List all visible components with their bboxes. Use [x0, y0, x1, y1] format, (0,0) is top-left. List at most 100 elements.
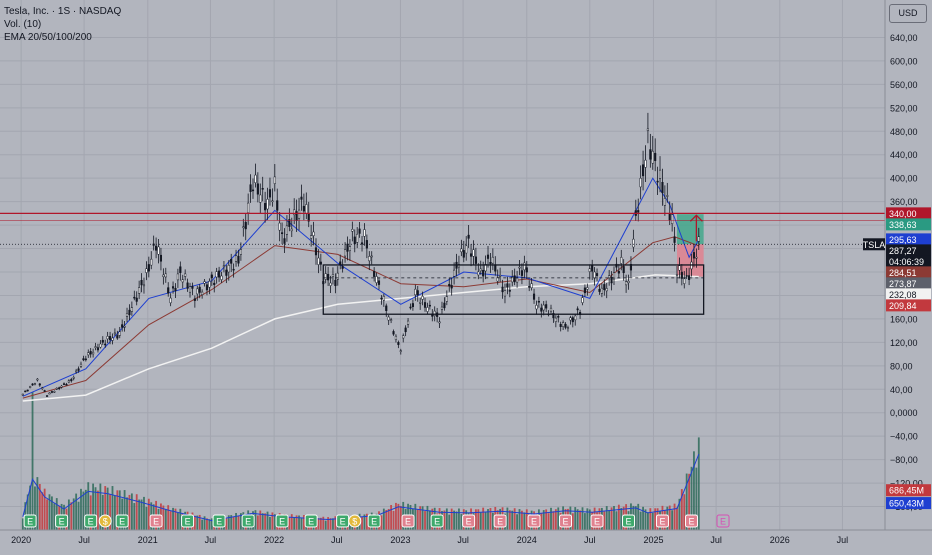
volume-bar: [210, 518, 213, 530]
volume-bar: [424, 511, 426, 530]
volume-bar: [147, 498, 150, 530]
volume-bar: [676, 507, 678, 530]
volume-bar: [135, 494, 138, 530]
ticker-badge-bg: [863, 238, 885, 251]
volume-bar: [259, 510, 262, 530]
candle-body: [557, 316, 560, 318]
candle-body: [666, 195, 669, 197]
event-badges[interactable]: E E E E E E E E E E E E E E E E E E E E E E E $ $: [23, 514, 730, 528]
x-tick-label: 2024: [517, 535, 537, 545]
candle-body: [205, 284, 209, 291]
currency-button[interactable]: USD: [889, 4, 927, 23]
candle-body: [46, 395, 49, 397]
candle-body: [404, 327, 407, 333]
x-tick-label: 2025: [643, 535, 663, 545]
drawings[interactable]: [0, 212, 885, 315]
candle-body: [428, 304, 431, 307]
candle-body: [227, 265, 230, 273]
grid: [0, 0, 885, 530]
earnings-badge-letter: E: [27, 517, 33, 527]
volume-bar: [525, 509, 528, 530]
candle-body: [193, 298, 196, 301]
candle-body: [21, 393, 24, 396]
candle-body: [353, 236, 356, 245]
candle-body: [38, 383, 41, 386]
candle-body: [406, 320, 410, 325]
candle-body: [450, 285, 453, 289]
volume-bar: [118, 490, 121, 530]
volume-bar: [38, 483, 41, 530]
candle-body: [523, 262, 526, 271]
ema-legend[interactable]: EMA 20/50/100/200: [4, 32, 92, 43]
candle-body: [479, 268, 482, 272]
candle-body: [118, 331, 121, 336]
candle-body: [387, 316, 390, 321]
x-tick-label: Jul: [205, 535, 217, 545]
volume-bar: [26, 494, 29, 530]
volume-legend[interactable]: Vol. (10): [4, 19, 42, 30]
candle-body: [368, 256, 371, 262]
volume-bar: [542, 510, 545, 530]
candle-body: [203, 281, 206, 284]
price-label: 287,27: [889, 246, 917, 256]
ema-lines: [22, 177, 700, 402]
candle-body: [562, 322, 565, 327]
candle-body: [656, 180, 659, 183]
candle-body: [571, 317, 574, 323]
volume-bar: [123, 490, 126, 530]
long-position-tool[interactable]: [676, 214, 704, 277]
candle-body: [542, 304, 545, 311]
volume-bar: [603, 511, 606, 530]
volume-bar: [140, 499, 143, 530]
price-label: 686,45M: [889, 486, 924, 496]
volume-bar: [506, 507, 509, 530]
candle-body: [33, 383, 37, 385]
candle-body: [230, 259, 233, 264]
candle-body: [474, 256, 477, 264]
volume-bar: [416, 509, 419, 530]
candle-body: [218, 270, 221, 278]
x-tick-label: 2023: [390, 535, 410, 545]
x-tick-label: 2022: [264, 535, 284, 545]
candle-body: [625, 281, 628, 286]
candle-body: [79, 363, 83, 367]
volume-bar: [518, 509, 521, 530]
candle-body: [586, 287, 589, 290]
volume-bar: [87, 482, 90, 530]
candle-body: [438, 321, 441, 324]
volume-bar: [227, 515, 230, 530]
volume-bar: [654, 508, 657, 530]
volume-bar: [508, 510, 511, 530]
volume-bar: [167, 505, 170, 530]
candle-body: [259, 194, 262, 203]
volume-bar: [550, 507, 552, 530]
candle-body: [448, 283, 451, 287]
candle-body: [123, 326, 126, 328]
candle-body: [639, 178, 642, 188]
earnings-badge-letter: E: [185, 517, 191, 527]
candle-body: [116, 335, 119, 339]
candle-body: [268, 189, 272, 198]
volume-bar: [576, 509, 579, 530]
candle-body: [196, 288, 199, 295]
candle-body: [324, 273, 327, 280]
volume-bar: [477, 509, 480, 530]
x-tick-label: 2021: [138, 535, 158, 545]
candle-body: [310, 235, 313, 239]
volume-bar: [21, 518, 24, 530]
x-tick-label: Jul: [710, 535, 722, 545]
volume-bar: [290, 514, 293, 530]
volume-bar: [225, 518, 228, 530]
candle-body: [629, 263, 633, 271]
price-candles: [21, 112, 700, 397]
candle-body: [513, 275, 516, 283]
symbol-title[interactable]: Tesla, Inc. · 1S · NASDAQ: [4, 6, 122, 17]
candle-body: [157, 246, 160, 255]
candle-body: [198, 286, 201, 293]
candle-body: [433, 310, 436, 316]
price-label-bg: [886, 299, 931, 312]
candle-body: [620, 257, 623, 264]
volume-bar: [99, 483, 102, 530]
